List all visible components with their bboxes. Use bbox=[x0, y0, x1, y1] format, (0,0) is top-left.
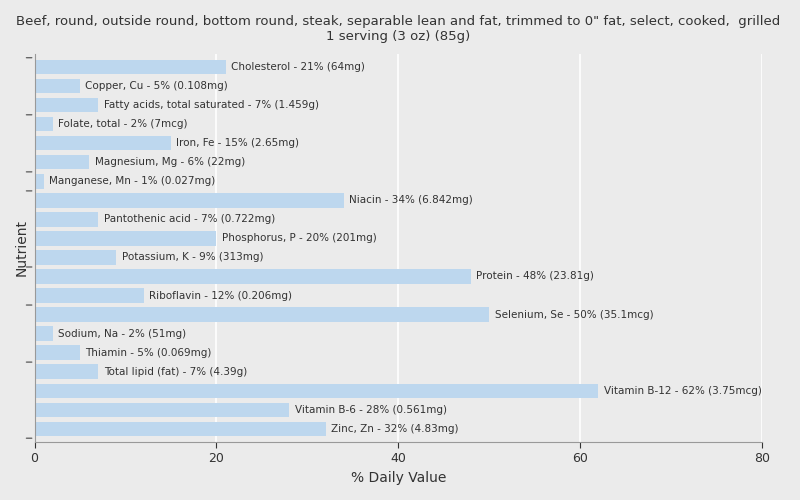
Bar bbox=[34, 308, 489, 322]
Text: Fatty acids, total saturated - 7% (1.459g): Fatty acids, total saturated - 7% (1.459… bbox=[104, 100, 318, 110]
Bar bbox=[34, 270, 471, 283]
Text: Cholesterol - 21% (64mg): Cholesterol - 21% (64mg) bbox=[231, 62, 365, 72]
Bar bbox=[34, 98, 98, 112]
Text: Magnesium, Mg - 6% (22mg): Magnesium, Mg - 6% (22mg) bbox=[94, 158, 245, 168]
Text: Copper, Cu - 5% (0.108mg): Copper, Cu - 5% (0.108mg) bbox=[86, 81, 228, 91]
Bar bbox=[34, 422, 326, 436]
Bar bbox=[34, 384, 598, 398]
Text: Niacin - 34% (6.842mg): Niacin - 34% (6.842mg) bbox=[349, 196, 473, 205]
Bar bbox=[34, 136, 171, 150]
Text: Manganese, Mn - 1% (0.027mg): Manganese, Mn - 1% (0.027mg) bbox=[49, 176, 215, 186]
Text: Phosphorus, P - 20% (201mg): Phosphorus, P - 20% (201mg) bbox=[222, 234, 377, 243]
Title: Beef, round, outside round, bottom round, steak, separable lean and fat, trimmed: Beef, round, outside round, bottom round… bbox=[16, 15, 780, 43]
Text: Iron, Fe - 15% (2.65mg): Iron, Fe - 15% (2.65mg) bbox=[177, 138, 299, 148]
Y-axis label: Nutrient: Nutrient bbox=[15, 220, 29, 276]
Text: Vitamin B-6 - 28% (0.561mg): Vitamin B-6 - 28% (0.561mg) bbox=[294, 404, 446, 414]
Bar bbox=[34, 155, 89, 170]
Text: Riboflavin - 12% (0.206mg): Riboflavin - 12% (0.206mg) bbox=[149, 290, 292, 300]
Bar bbox=[34, 212, 98, 226]
Text: Zinc, Zn - 32% (4.83mg): Zinc, Zn - 32% (4.83mg) bbox=[331, 424, 458, 434]
Bar bbox=[34, 402, 289, 417]
Text: Total lipid (fat) - 7% (4.39g): Total lipid (fat) - 7% (4.39g) bbox=[104, 366, 247, 376]
Text: Vitamin B-12 - 62% (3.75mcg): Vitamin B-12 - 62% (3.75mcg) bbox=[604, 386, 762, 396]
Bar bbox=[34, 288, 144, 302]
Text: Potassium, K - 9% (313mg): Potassium, K - 9% (313mg) bbox=[122, 252, 263, 262]
Bar bbox=[34, 326, 53, 340]
Bar bbox=[34, 250, 116, 264]
Bar bbox=[34, 174, 44, 188]
Bar bbox=[34, 232, 217, 245]
Bar bbox=[34, 346, 80, 360]
Text: Pantothenic acid - 7% (0.722mg): Pantothenic acid - 7% (0.722mg) bbox=[104, 214, 275, 224]
X-axis label: % Daily Value: % Daily Value bbox=[350, 471, 446, 485]
Bar bbox=[34, 60, 226, 74]
Text: Sodium, Na - 2% (51mg): Sodium, Na - 2% (51mg) bbox=[58, 328, 186, 338]
Bar bbox=[34, 79, 80, 94]
Text: Selenium, Se - 50% (35.1mcg): Selenium, Se - 50% (35.1mcg) bbox=[494, 310, 654, 320]
Bar bbox=[34, 194, 344, 207]
Text: Thiamin - 5% (0.069mg): Thiamin - 5% (0.069mg) bbox=[86, 348, 212, 358]
Text: Protein - 48% (23.81g): Protein - 48% (23.81g) bbox=[477, 272, 594, 281]
Text: Folate, total - 2% (7mcg): Folate, total - 2% (7mcg) bbox=[58, 120, 188, 130]
Bar bbox=[34, 117, 53, 132]
Bar bbox=[34, 364, 98, 379]
